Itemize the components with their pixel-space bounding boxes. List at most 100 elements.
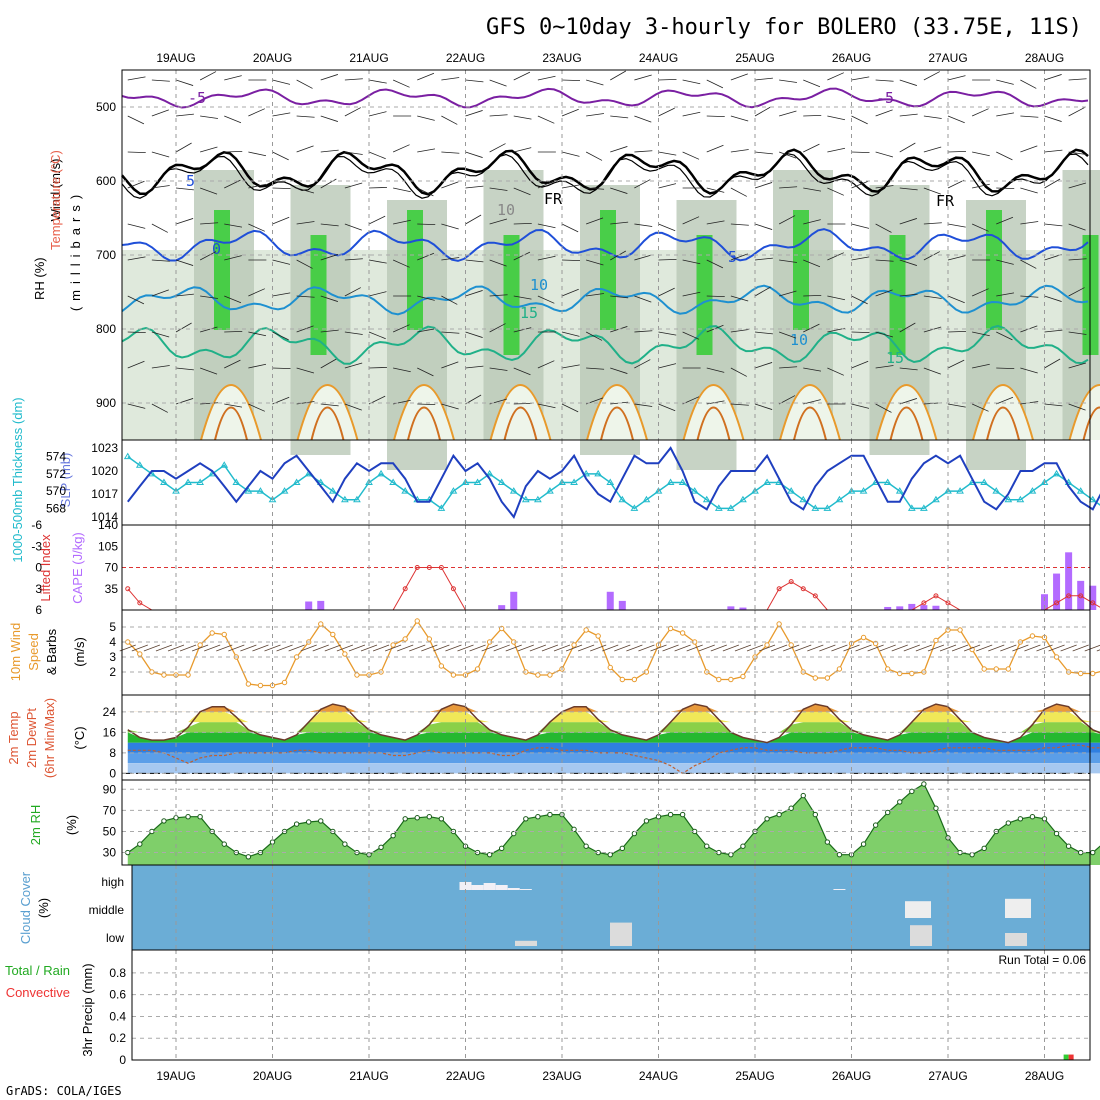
temperature-contour-arch-inner bbox=[793, 406, 827, 441]
wind10-barb bbox=[831, 644, 848, 652]
wind10-barb bbox=[167, 644, 185, 652]
wind10-speed-point bbox=[245, 681, 252, 687]
wind-barb bbox=[1044, 178, 1061, 189]
bottom-date-label: 26AUG bbox=[832, 1069, 871, 1083]
wind-barb bbox=[417, 148, 436, 153]
wind-barb bbox=[972, 183, 990, 189]
wind-barb bbox=[803, 294, 822, 297]
wind-barb bbox=[175, 113, 194, 117]
wind10-speed-point bbox=[390, 642, 396, 648]
wind-barb bbox=[537, 360, 555, 369]
wind-barb bbox=[1020, 145, 1038, 153]
cape-y-tick: 140 bbox=[98, 518, 118, 532]
rh2m-point bbox=[836, 851, 843, 858]
wind10-speed-point bbox=[607, 664, 613, 671]
thickness-point bbox=[895, 487, 904, 494]
wind-barb bbox=[851, 360, 869, 369]
cloud-high-bar bbox=[833, 889, 846, 890]
wind10-speed-point bbox=[438, 663, 445, 669]
wind-barb bbox=[320, 403, 339, 407]
wind-barb bbox=[296, 115, 315, 118]
rh2m-point bbox=[245, 854, 252, 860]
wind10-y-tick: 5 bbox=[109, 620, 116, 634]
wind10-barb bbox=[795, 644, 812, 652]
footer-credit: GrADS: COLA/IGES bbox=[6, 1084, 122, 1098]
wind-barb bbox=[754, 362, 773, 369]
wind-barb bbox=[682, 291, 701, 297]
wind10-barb bbox=[1072, 644, 1089, 652]
wind-barb bbox=[947, 330, 967, 333]
precip-total-bar bbox=[1063, 1054, 1069, 1060]
wind-barb bbox=[344, 258, 363, 261]
contour-label: 5 bbox=[728, 248, 737, 266]
wind-barb bbox=[706, 367, 725, 373]
profile-y-tick: 700 bbox=[96, 248, 116, 262]
rh2m-point bbox=[1017, 816, 1024, 822]
wind10-speed-point bbox=[788, 642, 794, 648]
thickness-point bbox=[835, 495, 844, 503]
wind-barb bbox=[272, 331, 289, 341]
wind-barb bbox=[996, 396, 1014, 405]
wind10-barb bbox=[505, 644, 522, 652]
lifted-index-point bbox=[1078, 593, 1084, 599]
wind10-barb bbox=[300, 644, 317, 652]
wind-barb bbox=[730, 187, 747, 197]
wind10-barb bbox=[602, 644, 619, 652]
wind-barb bbox=[947, 179, 965, 189]
rh2m-point bbox=[149, 828, 155, 835]
thickness-point bbox=[461, 478, 470, 485]
thickness-point bbox=[1004, 495, 1013, 503]
freezing-level-line-2 bbox=[121, 153, 1089, 199]
wind-barb bbox=[899, 218, 917, 225]
wind-barb bbox=[803, 399, 821, 405]
wind-barb bbox=[610, 187, 628, 194]
lifted-index-point bbox=[125, 586, 131, 592]
wind10-speed-point bbox=[450, 672, 457, 678]
wind-barb bbox=[875, 289, 893, 297]
thickness-point bbox=[726, 504, 735, 511]
thickness-point bbox=[220, 461, 229, 468]
wind-barb bbox=[127, 115, 145, 125]
wind10-barb bbox=[903, 644, 920, 652]
contour-label: 15 bbox=[520, 304, 538, 322]
temp2m-band bbox=[127, 722, 1100, 733]
wind10-barb bbox=[384, 644, 402, 652]
wind-barb bbox=[875, 365, 894, 369]
rh2m-point bbox=[185, 813, 191, 820]
wind-barb bbox=[200, 402, 219, 405]
wind-barb bbox=[682, 331, 700, 340]
wind10-barb bbox=[397, 644, 414, 652]
rh2m-point bbox=[511, 830, 517, 837]
profile-rh-label: RH (%) bbox=[32, 257, 47, 300]
wind10-barb bbox=[553, 644, 571, 652]
wind-barb bbox=[151, 259, 170, 262]
temperature-contour-arch-inner bbox=[600, 406, 634, 441]
thickness-point bbox=[184, 478, 192, 485]
wind-barb bbox=[827, 115, 846, 121]
rh2m-area bbox=[127, 784, 1100, 865]
precip-y-tick: 0.2 bbox=[109, 1031, 126, 1045]
cloud-mid-bar bbox=[905, 901, 931, 918]
wind-barb bbox=[344, 151, 363, 155]
wind10-barb bbox=[529, 644, 547, 652]
wind-barb bbox=[634, 74, 652, 81]
wind10-barb bbox=[686, 644, 703, 652]
wind-barb bbox=[971, 403, 989, 412]
wind-barb bbox=[368, 331, 386, 340]
thickness-point bbox=[316, 478, 325, 485]
temp2m-unit: (°C) bbox=[72, 726, 87, 749]
wind-barb bbox=[827, 367, 844, 376]
wind-barb bbox=[489, 218, 508, 225]
rh2m-point bbox=[667, 811, 674, 818]
freezing-level-line bbox=[121, 148, 1089, 196]
wind10-barb bbox=[409, 644, 426, 652]
wind-barb bbox=[417, 223, 436, 226]
cloud-high-bar bbox=[495, 885, 508, 890]
wind-barb bbox=[634, 115, 652, 123]
rh2m-point bbox=[293, 821, 300, 827]
bottom-date-axis: 19AUG 20AUG 21AUG 22AUG 23AUG 24AUG 25AUG 26AUG… bbox=[156, 1069, 1064, 1083]
wind-barb bbox=[151, 185, 170, 189]
temp2m-y-tick: 0 bbox=[109, 766, 116, 780]
wind-barb bbox=[972, 331, 990, 337]
thickness-point bbox=[799, 495, 808, 503]
